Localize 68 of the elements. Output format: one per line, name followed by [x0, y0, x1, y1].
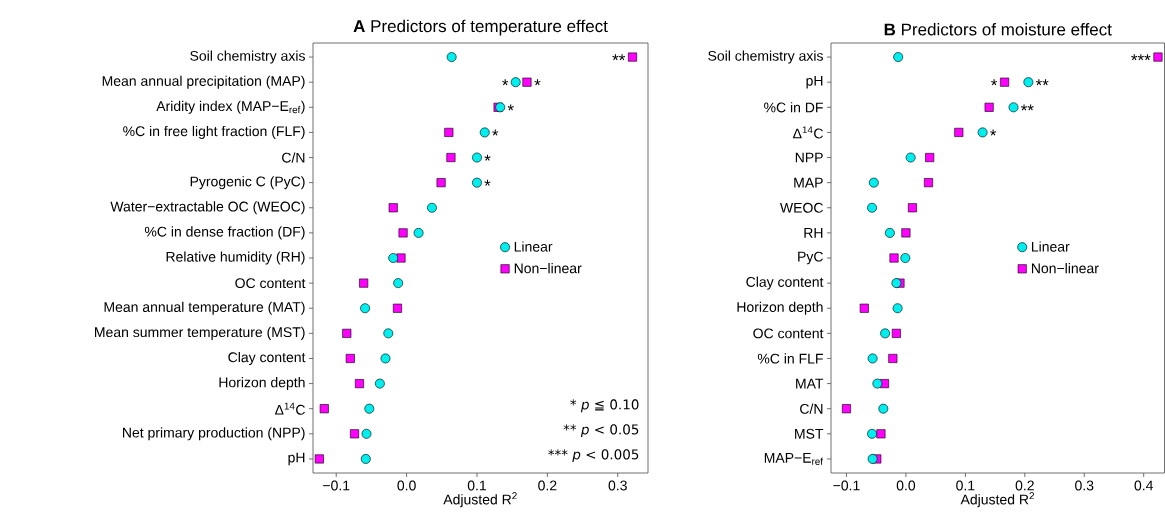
y-tick-label: Soil chemistry axis [190, 50, 305, 64]
annotation: * [502, 79, 509, 86]
annotation: *** [1131, 54, 1151, 61]
chart-title: B Predictors of moisture effect [884, 23, 1112, 36]
y-tick-label: Net primary production (NPP) [123, 427, 305, 441]
x-tick-label: 0.4 [1134, 480, 1154, 491]
x-tick-label: 0.2 [538, 480, 557, 491]
legend-label: Non−linear [1031, 263, 1099, 274]
annotation: * [534, 79, 541, 86]
x-tick-label: 0.1 [956, 480, 975, 491]
annotation: *** p < 0.005 [548, 449, 639, 463]
y-tick-label: C/N [800, 403, 823, 414]
x-tick-label: 0.1 [467, 480, 487, 491]
y-tick-label: Pyrogenic C (PyC) [190, 176, 305, 190]
y-tick-label: NPP [795, 152, 823, 163]
x-tick-label: −0.1 [833, 480, 860, 491]
y-tick-label: Soil chemistry axis [708, 50, 823, 64]
y-tick-label: Δ$^{14}$C [793, 126, 823, 139]
annotation: * [492, 129, 499, 136]
y-tick-label: %C in FLF [757, 353, 823, 364]
annotation: ** [1020, 104, 1034, 111]
chart-title: A Predictors of temperature effect [353, 19, 608, 36]
annotation: * [507, 104, 514, 111]
x-tick-label: −0.1 [323, 480, 350, 491]
annotation: ** p < 0.05 [563, 424, 639, 438]
y-tick-label: MAT [796, 378, 824, 389]
y-tick-label: Relative humidity (RH) [166, 251, 305, 265]
annotation: * [484, 154, 491, 161]
y-tick-label: Horizon depth [737, 301, 823, 315]
y-tick-label: PyC [798, 251, 823, 265]
x-tick-label: 0.0 [397, 480, 416, 491]
y-tick-label: Mean annual precipitation (MAP) [102, 75, 305, 89]
y-tick-label: Mean annual temperature (MAT) [104, 301, 305, 315]
legend-label: Linear [514, 241, 553, 252]
y-tick-label: Clay content [746, 276, 824, 290]
x-tick-label: 0.3 [608, 480, 627, 491]
y-tick-label: %C in dense fraction (DF) [144, 226, 305, 240]
legend-label: Non−linear [514, 263, 582, 274]
x-axis-title: Adjusted R$^{2}$ [960, 492, 1034, 508]
y-tick-label: Δ$^{14}$C [275, 402, 305, 415]
y-tick-label: MST [795, 428, 824, 439]
legend-label: Linear [1031, 241, 1070, 252]
y-tick-label: OC content [235, 278, 306, 289]
x-tick-label: 0.2 [1015, 480, 1034, 491]
y-tick-label: MAP [794, 177, 823, 188]
y-tick-label: MAP−E$_{ref}$ [764, 453, 823, 465]
y-tick-label: %C in free light fraction (FLF) [123, 125, 305, 139]
y-tick-label: %C in DF [764, 102, 823, 113]
y-tick-label: C/N [282, 152, 305, 163]
annotation: ** [1035, 79, 1049, 86]
annotation: *p ≦ 0.10 [570, 399, 639, 413]
annotation: ** [612, 54, 626, 61]
x-tick-label: 0.0 [896, 480, 916, 491]
y-tick-label: Water−extractable OC (WEOC) [110, 201, 305, 215]
y-tick-label: WEOC [780, 202, 823, 213]
y-tick-label: Mean summer temperature (MST) [95, 326, 305, 340]
y-tick-label: Horizon depth [219, 377, 305, 391]
annotation: * [990, 129, 997, 136]
annotation: * [484, 179, 491, 186]
y-tick-label: pH [806, 75, 823, 89]
y-tick-label: OC content [753, 328, 824, 339]
x-axis-title: Adjusted R$^{2}$ [443, 492, 517, 508]
y-tick-label: RH [804, 228, 823, 238]
y-tick-label: Clay content [228, 351, 306, 365]
y-tick-label: pH [288, 452, 305, 466]
x-tick-label: 0.3 [1075, 480, 1094, 491]
annotation: * [991, 79, 998, 86]
y-tick-label: Aridity index (MAP−E$_{ref}$) [156, 100, 305, 114]
